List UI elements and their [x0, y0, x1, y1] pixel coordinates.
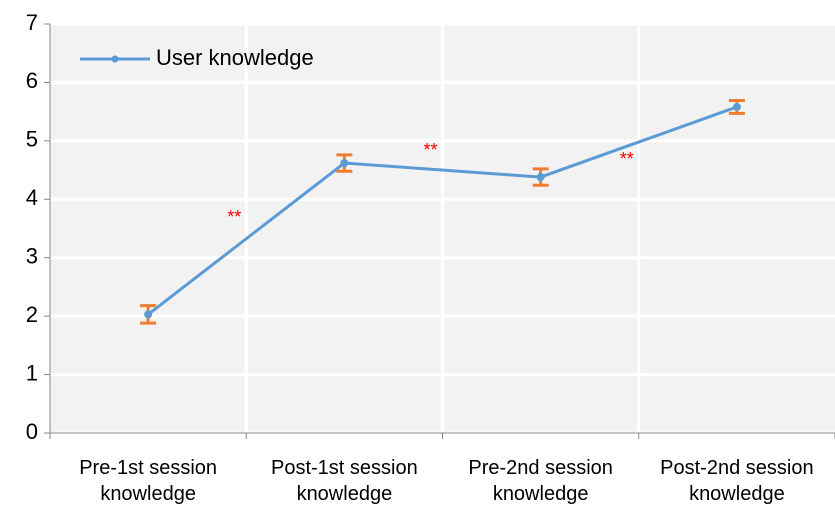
y-tick-label: 5 — [26, 127, 38, 152]
legend-label: User knowledge — [156, 45, 314, 70]
x-tick-label: Post-2nd session knowledge — [660, 457, 814, 505]
y-tick-label: 6 — [26, 68, 38, 93]
marker — [536, 173, 545, 182]
y-tick-label: 2 — [26, 302, 38, 327]
y-tick-label: 3 — [26, 244, 38, 269]
y-tick-label: 0 — [26, 419, 38, 444]
annotation: ** — [423, 140, 437, 160]
annotation: ** — [227, 207, 241, 227]
annotation: ** — [620, 149, 634, 169]
marker — [340, 159, 349, 168]
y-tick-label: 1 — [26, 360, 38, 385]
x-tick-label: Post-1st session knowledge — [271, 457, 418, 505]
y-tick-label: 4 — [26, 185, 38, 210]
x-tick-label: Pre-1st session knowledge — [79, 457, 218, 505]
y-tick-label: 7 — [26, 10, 38, 35]
line — [147, 105, 738, 316]
marker — [144, 310, 153, 319]
x-tick-label: Pre-2nd session knowledge — [468, 457, 613, 505]
marker — [732, 102, 741, 111]
legend-marker — [111, 55, 119, 63]
